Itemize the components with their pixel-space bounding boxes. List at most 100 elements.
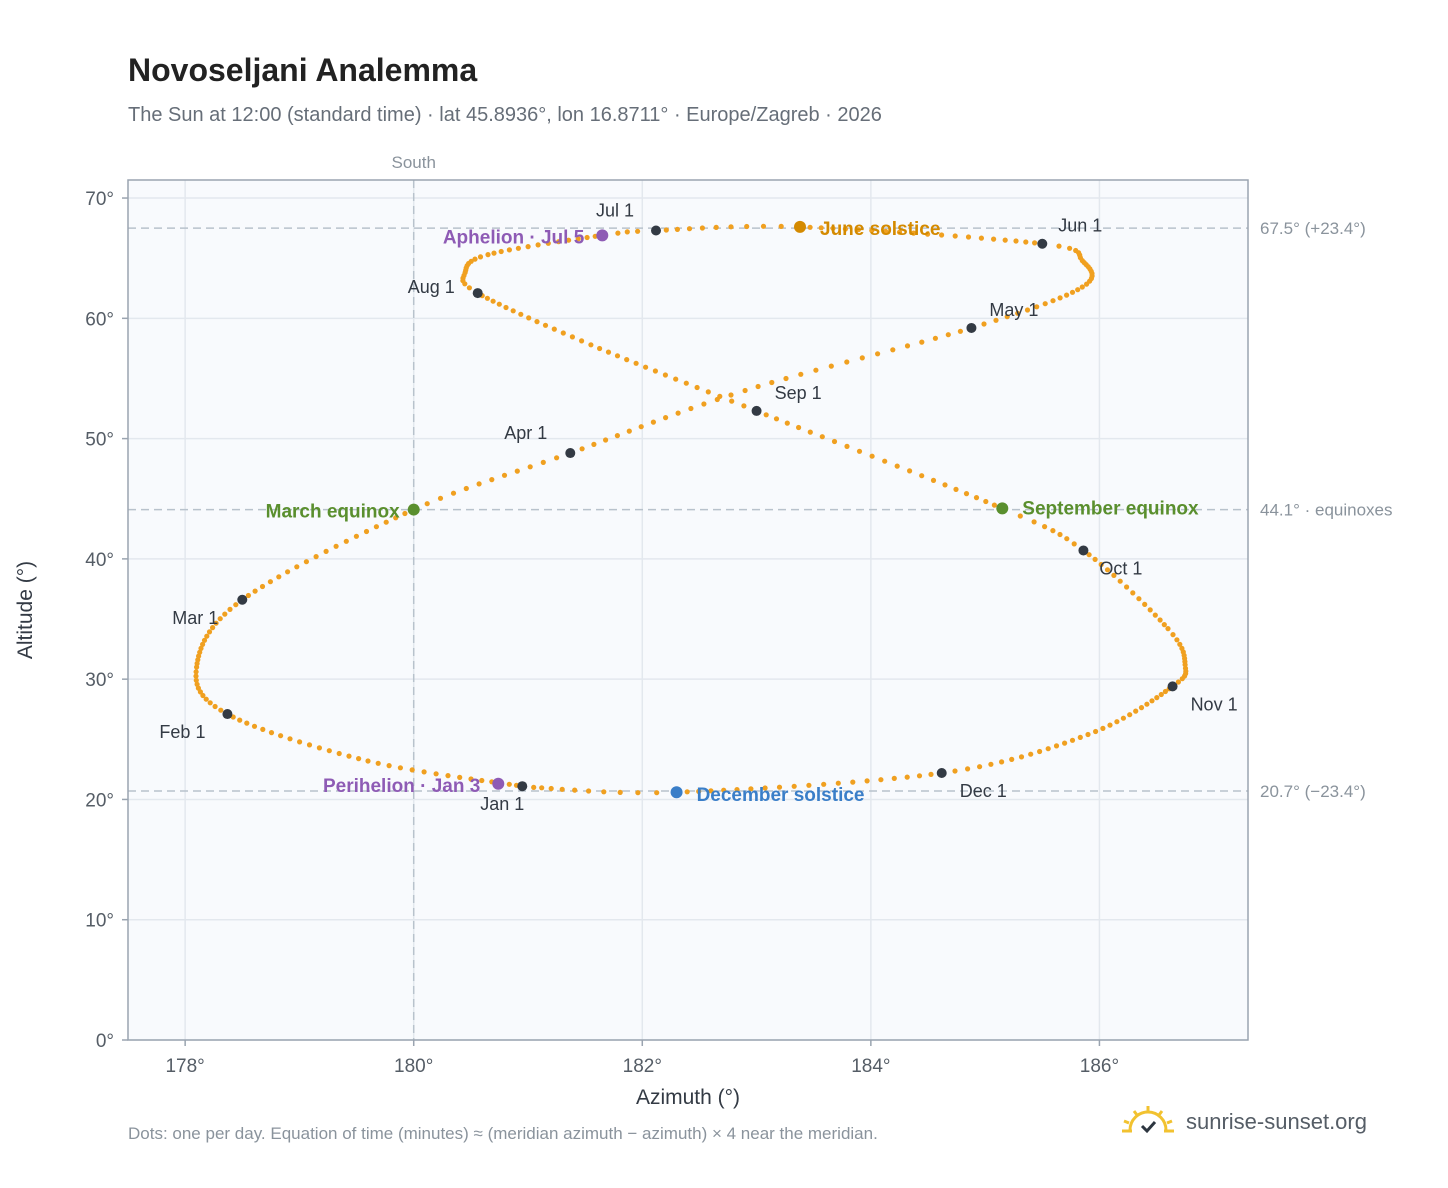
daily-dot xyxy=(1056,243,1062,249)
daily-dot xyxy=(252,588,258,594)
daily-dot xyxy=(1073,247,1079,254)
daily-dot xyxy=(402,510,408,517)
x-axis-label: Azimuth (°) xyxy=(636,1086,740,1109)
daily-dot xyxy=(705,389,711,395)
daily-dot xyxy=(1079,284,1085,290)
daily-dot xyxy=(1154,695,1160,701)
daily-dot xyxy=(303,559,309,565)
daily-dot xyxy=(605,349,612,355)
daily-dot xyxy=(457,774,463,781)
daily-dot xyxy=(762,785,768,791)
daily-dot xyxy=(207,700,213,706)
daily-dot xyxy=(363,528,370,535)
daily-dot xyxy=(278,733,284,739)
daily-dot xyxy=(844,359,850,365)
daily-dot xyxy=(336,750,342,757)
daily-dot xyxy=(383,519,389,525)
daily-dot xyxy=(729,398,735,404)
daily-dot xyxy=(287,736,293,742)
daily-dot xyxy=(603,437,609,443)
x-tick-label: 184° xyxy=(851,1056,890,1077)
daily-dot xyxy=(981,321,987,327)
daily-dot xyxy=(466,285,472,291)
daily-dot xyxy=(1130,590,1136,596)
daily-dot xyxy=(617,789,623,796)
y-tick-label: 30° xyxy=(85,670,114,691)
daily-dot xyxy=(551,326,557,332)
daily-dot xyxy=(1124,584,1130,590)
month-marker xyxy=(472,288,483,299)
daily-dot xyxy=(472,256,478,262)
daily-dot xyxy=(1162,688,1168,695)
daily-dot xyxy=(462,281,468,287)
daily-dot xyxy=(635,228,641,234)
daily-dot xyxy=(200,641,206,648)
month-marker xyxy=(1167,681,1178,692)
month-label: Jun 1 xyxy=(1058,216,1102,236)
daily-dot xyxy=(624,229,630,235)
daily-dot xyxy=(842,226,849,232)
daily-dot xyxy=(393,515,399,521)
daily-dot xyxy=(773,416,780,422)
daily-dot xyxy=(1023,239,1029,245)
daily-dot xyxy=(818,225,824,231)
daily-dot xyxy=(760,223,767,229)
event-marker xyxy=(407,503,420,516)
daily-dot xyxy=(875,351,881,357)
month-label: Apr 1 xyxy=(504,423,547,443)
daily-dot xyxy=(662,372,669,378)
month-label: May 1 xyxy=(989,300,1038,320)
daily-dot xyxy=(855,227,862,233)
daily-dot xyxy=(498,248,504,255)
month-marker xyxy=(936,767,947,778)
daily-dot xyxy=(397,765,403,771)
daily-dot xyxy=(245,592,251,599)
daily-dot xyxy=(856,448,863,454)
brand-logo[interactable]: sunrise-sunset.org xyxy=(1120,1104,1367,1140)
daily-dot xyxy=(1170,632,1176,638)
daily-dot xyxy=(635,790,641,796)
daily-dot xyxy=(699,225,706,231)
daily-dot xyxy=(579,338,585,344)
daily-dot xyxy=(560,330,566,336)
daily-dot xyxy=(1028,751,1034,757)
event-label: March equinox xyxy=(266,502,401,523)
daily-dot xyxy=(1077,734,1083,741)
month-label: Jul 1 xyxy=(596,201,634,221)
daily-dot xyxy=(1104,567,1111,573)
daily-dot xyxy=(930,477,937,483)
event-marker xyxy=(596,229,609,242)
daily-dot xyxy=(193,673,199,679)
daily-dot xyxy=(953,486,959,492)
daily-dot xyxy=(798,371,804,377)
daily-dot xyxy=(755,383,761,390)
daily-dot xyxy=(684,789,690,795)
daily-dot xyxy=(572,787,578,793)
daily-dot xyxy=(828,363,834,369)
event-label: Aphelion · Jul 5 xyxy=(443,227,585,248)
month-label: Feb 1 xyxy=(159,722,205,742)
daily-dot xyxy=(869,227,875,234)
daily-dot xyxy=(963,491,970,497)
daily-dot xyxy=(1117,578,1123,584)
daily-dot xyxy=(928,771,934,778)
daily-dot xyxy=(479,777,485,784)
month-label: Jan 1 xyxy=(480,794,524,814)
daily-dot xyxy=(1015,310,1021,316)
daily-dot xyxy=(813,367,819,373)
daily-dot xyxy=(819,434,825,440)
daily-dot xyxy=(1179,676,1185,682)
daily-dot xyxy=(540,459,546,465)
daily-dot xyxy=(878,777,884,783)
daily-dot xyxy=(213,620,219,626)
daily-dot xyxy=(883,228,889,234)
chart-subtitle: The Sun at 12:00 (standard time) · lat 4… xyxy=(128,104,882,126)
daily-dot xyxy=(859,355,865,361)
daily-dot xyxy=(673,376,679,382)
event-label: September equinox xyxy=(1022,498,1199,519)
daily-dot xyxy=(548,785,554,792)
daily-dot xyxy=(869,453,875,459)
daily-dot xyxy=(1071,541,1077,547)
daily-dot xyxy=(1120,715,1126,721)
